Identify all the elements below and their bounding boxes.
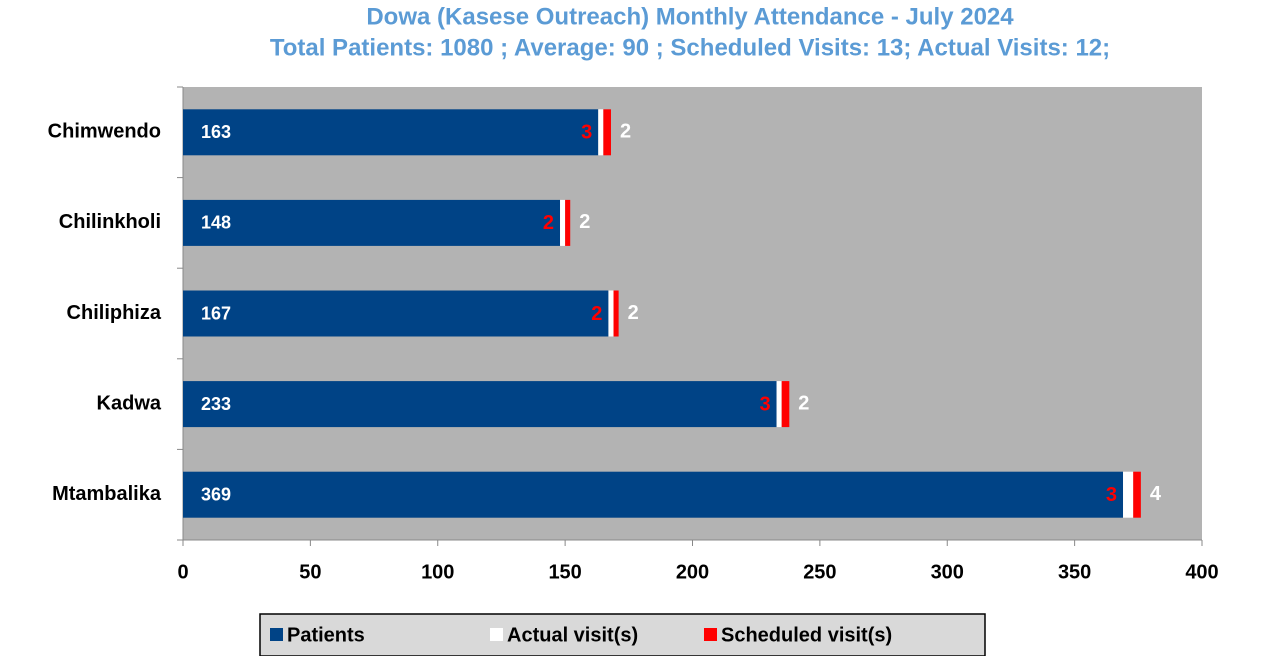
y-tick-label: Mtambalika [52,483,162,505]
data-label: 2 [628,302,639,324]
data-label: 4 [1150,483,1162,505]
x-tick-label: 150 [548,561,581,583]
bar-segment [603,109,611,156]
x-tick-label: 100 [421,561,454,583]
data-label: 2 [591,303,602,325]
bar-segment [776,381,782,428]
legend-swatch [490,628,503,641]
legend-box [259,613,986,656]
bar-segment [183,109,599,156]
legend-swatch [270,628,283,641]
bar-segment [183,471,1124,518]
chart-title: Dowa (Kasese Outreach) Monthly Attendanc… [366,3,1014,30]
bar-segment [1123,471,1134,518]
y-tick-label: Chimwendo [48,121,161,143]
data-label: 2 [798,392,809,414]
x-tick-label: 250 [803,561,836,583]
bar-segment [781,381,790,428]
x-tick-label: 350 [1058,561,1091,583]
y-tick-label: Chilinkholi [59,211,161,233]
data-label: 3 [581,122,592,144]
data-label: 369 [201,484,231,504]
bar-segment [183,381,777,428]
bar-segment [183,290,609,337]
bar-segment [560,199,566,246]
bar-segment [1133,471,1141,518]
data-label: 2 [579,211,590,233]
y-tick-label: Kadwa [97,392,162,414]
data-label: 3 [759,393,770,415]
bar-segment [613,290,619,337]
bar-segment [608,290,614,337]
y-tick-label: Chiliphiza [67,302,162,324]
x-tick-label: 50 [299,561,321,583]
data-label: 2 [543,212,554,234]
bar-segment [565,199,571,246]
bar-segment [598,109,604,156]
bar-segment [183,199,561,246]
legend-label: Patients [287,624,365,646]
data-label: 2 [620,121,631,143]
x-tick-label: 0 [177,561,188,583]
data-label: 148 [201,213,231,233]
x-tick-label: 300 [931,561,964,583]
x-tick-label: 200 [676,561,709,583]
data-label: 167 [201,303,231,323]
x-tick-label: 400 [1185,561,1218,583]
legend-swatch [704,628,717,641]
legend-label: Actual visit(s) [507,624,638,646]
data-label: 3 [1106,484,1117,506]
data-label: 163 [201,122,231,142]
chart-subtitle: Total Patients: 1080 ; Average: 90 ; Sch… [270,34,1110,61]
data-label: 233 [201,394,231,414]
legend-label: Scheduled visit(s) [721,624,892,646]
